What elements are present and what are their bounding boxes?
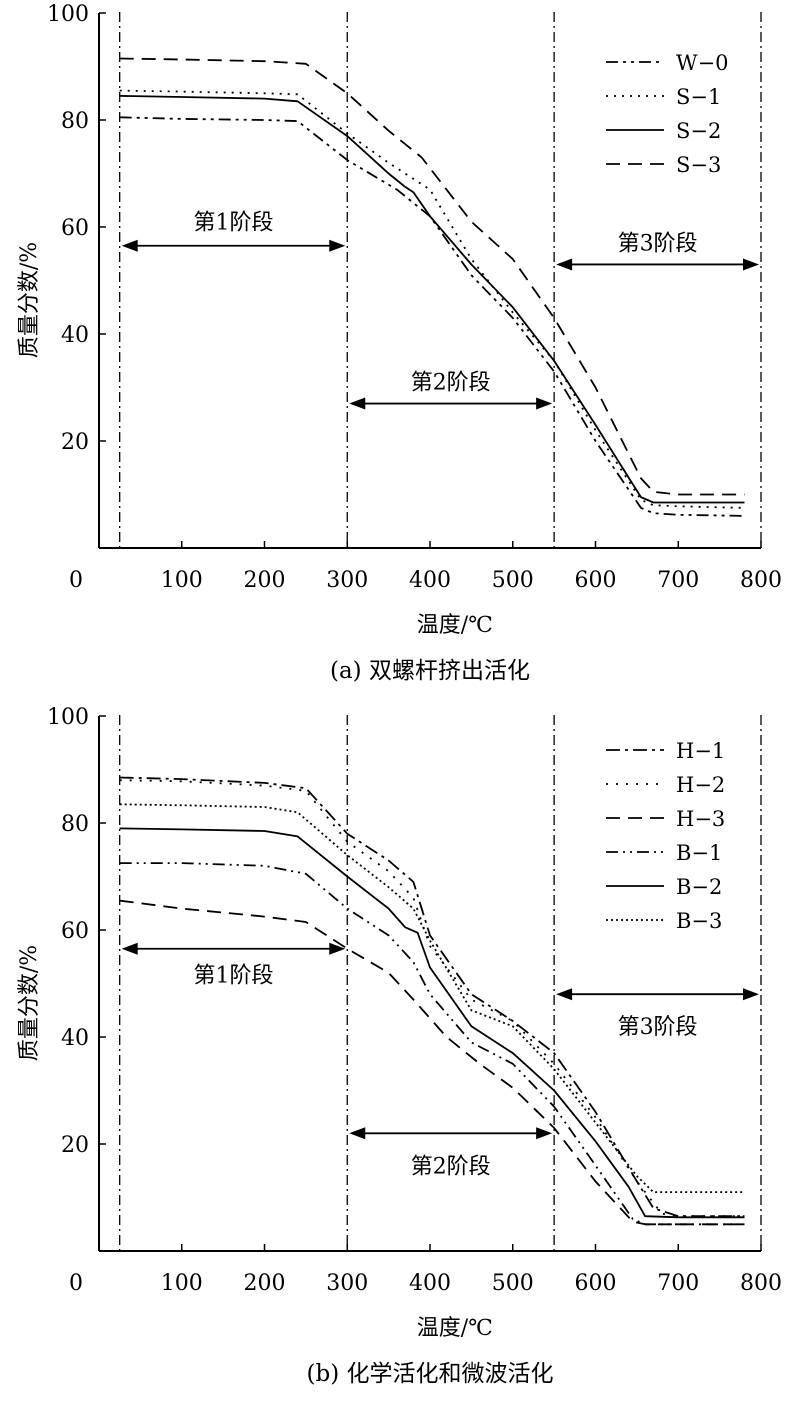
legend-label: H−2 [676, 773, 725, 797]
y-axis-title: 质量分数/% [17, 242, 42, 358]
y-tick-label: 100 [47, 705, 89, 730]
x-tick-label: 500 [492, 568, 534, 593]
y-tick-label: 20 [61, 430, 89, 455]
y-tick-label: 60 [61, 216, 89, 241]
chart-b: 20 40 60 80 100 0 100 200 300 400 500 600 700 800 温度/℃… [17, 705, 782, 1387]
arrow-right-icon [329, 942, 346, 955]
arrow-left-icon [556, 988, 573, 1001]
legend: H−1 H−2 H−3 B−1 B−2 B−3 [606, 739, 725, 933]
stage-arrow-1: 第1阶段 [121, 942, 346, 989]
arrow-right-icon [329, 239, 346, 252]
figure-caption: (a) 双螺杆挤出活化 [330, 658, 530, 684]
stage-arrow-1: 第1阶段 [121, 211, 346, 252]
x-tick-label: 100 [161, 568, 203, 593]
x-tick-label: 600 [575, 1271, 617, 1296]
legend-label: S−3 [676, 153, 721, 177]
series-line-h3 [119, 899, 745, 1226]
arrow-right-icon [536, 1127, 553, 1140]
series-line-b2 [119, 827, 745, 1219]
figure-caption: (b) 化学活化和微波活化 [307, 1361, 554, 1387]
arrow-left-icon [349, 397, 366, 410]
series-line-s1 [119, 89, 745, 509]
stage-label: 第2阶段 [411, 1154, 491, 1179]
series-line-h2 [119, 779, 745, 1218]
series-line-s2 [119, 95, 745, 504]
legend-label: S−2 [676, 119, 721, 143]
x-tick-label: 200 [244, 1271, 286, 1296]
legend-label: S−1 [676, 85, 721, 109]
arrow-right-icon [743, 258, 759, 271]
x-tick-label: 400 [409, 568, 451, 593]
x-tick-label: 300 [326, 568, 368, 593]
series-line-s3 [119, 57, 745, 496]
x-axis-title: 温度/℃ [417, 1316, 493, 1341]
stage-arrow-2: 第2阶段 [349, 1127, 553, 1179]
stage-label: 第2阶段 [411, 371, 491, 396]
legend-label: B−2 [676, 875, 722, 899]
y-tick-label: 80 [61, 812, 89, 837]
y-tick-label: 40 [61, 323, 89, 348]
chart-a: 20 40 60 80 100 0 100 200 300 400 500 600 700 800 温度/℃… [17, 2, 782, 684]
y-tick-label: 80 [61, 109, 89, 134]
legend-label: W−0 [676, 51, 729, 75]
series-line-h1 [119, 776, 745, 1218]
x-tick-label: 700 [657, 1271, 699, 1296]
legend-label: B−1 [676, 841, 722, 865]
stage-label: 第1阶段 [193, 964, 273, 989]
y-axis-title: 质量分数/% [17, 945, 42, 1061]
legend-label: B−3 [676, 909, 722, 933]
arrow-right-icon [536, 397, 553, 410]
x-tick-label: 0 [69, 1271, 83, 1296]
y-tick-label: 20 [61, 1133, 89, 1158]
y-tick-label: 60 [61, 919, 89, 944]
arrow-left-icon [556, 258, 573, 271]
x-tick-label: 200 [244, 568, 286, 593]
y-tick-label: 100 [47, 2, 89, 27]
x-tick-label: 400 [409, 1271, 451, 1296]
x-tick-label: 600 [575, 568, 617, 593]
stage-arrow-2: 第2阶段 [349, 371, 553, 410]
arrow-left-icon [349, 1127, 366, 1140]
y-tick-label: 40 [61, 1026, 89, 1051]
x-tick-label: 300 [326, 1271, 368, 1296]
arrow-left-icon [121, 239, 138, 252]
arrow-left-icon [121, 942, 138, 955]
x-tick-label: 500 [492, 1271, 534, 1296]
series-line-w0 [119, 116, 745, 517]
series-line-b1 [119, 862, 745, 1226]
arrow-right-icon [743, 988, 759, 1001]
legend-label: H−3 [676, 807, 725, 831]
x-tick-label: 800 [740, 1271, 782, 1296]
stage-label: 第3阶段 [618, 231, 698, 256]
legend-label: H−1 [676, 739, 725, 763]
stage-arrow-3: 第3阶段 [556, 988, 759, 1040]
legend: W−0 S−1 S−2 S−3 [606, 51, 729, 177]
x-tick-label: 0 [69, 568, 83, 593]
x-tick-label: 700 [657, 568, 699, 593]
stage-arrow-3: 第3阶段 [556, 231, 759, 271]
x-axis-title: 温度/℃ [417, 613, 493, 638]
series-line-b3 [119, 803, 745, 1194]
x-tick-label: 800 [740, 568, 782, 593]
stage-label: 第1阶段 [193, 211, 273, 236]
stage-label: 第3阶段 [618, 1015, 698, 1040]
x-tick-label: 100 [161, 1271, 203, 1296]
